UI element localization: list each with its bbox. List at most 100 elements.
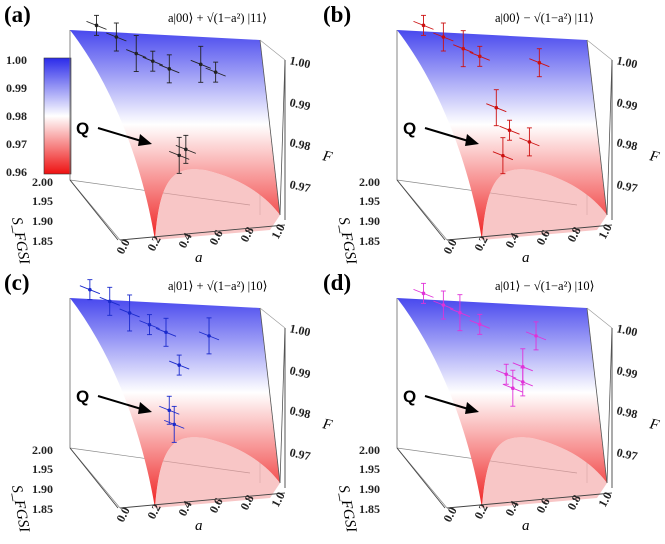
a-axis-label: a [195,250,203,266]
data-point-4 [139,314,160,336]
data-point-5 [159,54,180,84]
a-tick-0: 0.0 [113,237,132,257]
f-tick-3: 0.97 [615,177,638,195]
f-tick-3: 0.97 [615,445,638,463]
a-tick-1: 0.2 [471,234,490,254]
data-point-6 [198,317,220,355]
panel-label: (b) [323,2,351,27]
data-marker [88,287,92,292]
f-tick-1: 0.99 [615,363,638,381]
colorbar-gradient [43,57,72,175]
panel-label: (d) [323,270,351,295]
a-tick-1: 0.2 [144,502,163,522]
colorbar-tick-2: 0.99 [6,81,27,95]
f-tick-2: 0.98 [288,403,311,421]
data-marker [537,60,542,65]
data-marker [534,334,538,338]
panel-4: (d) a|01⟩ − √(1−a²) |10⟩ Q 0.0 0.2 0.4 0.6 0.8 1… [323,270,661,534]
s-tick-2: 1.95 [32,462,53,476]
data-marker [177,153,181,158]
a-tick-0: 0.0 [440,237,459,257]
data-marker [207,334,211,338]
f-axis-label: F [647,148,661,166]
a-tick-3: 0.6 [206,228,225,248]
f-axis-label: F [320,148,334,166]
a-tick-5: 1.0 [595,222,614,242]
q-label: Q [403,387,416,406]
s-axis-label: S_FGSI [8,484,32,535]
data-marker [441,35,446,39]
a-tick-5: 1.0 [268,490,287,510]
data-point-7 [499,119,520,141]
data-point-4 [469,45,490,67]
a-axis-label: a [522,250,530,266]
data-marker [520,380,525,384]
s-tick-0: 1.85 [359,502,380,516]
a-tick-4: 0.8 [564,225,583,245]
data-marker [147,322,152,327]
data-point-1 [413,282,434,304]
a-tick-4: 0.8 [564,493,583,513]
data-point-7 [169,354,190,376]
data-marker [107,299,112,304]
s-axis-label: S_FGSI [335,216,359,267]
data-point-2 [99,286,120,316]
surface [396,29,613,241]
data-marker [213,70,218,74]
panel-label: (a) [4,2,31,27]
data-point-5 [529,48,550,78]
data-marker [511,386,515,391]
s-tick-2: 1.95 [32,194,53,208]
s-tick-1: 1.90 [359,482,380,496]
f-tick-0: 1.00 [288,321,311,339]
data-marker [477,54,482,59]
colorbar-tick-3: 0.98 [6,109,27,123]
panels: (a) a|00⟩ + √(1−a²) |11⟩ Q 0.0 0.2 0.4 0.6 0.8 1… [4,2,661,534]
colorbar-tick-4: 0.97 [6,137,27,151]
data-marker [441,303,446,307]
s-tick-0: 1.85 [359,234,380,248]
s-tick-1: 1.90 [32,482,53,496]
data-point-5 [155,317,177,347]
data-marker [421,23,426,28]
data-marker [501,153,505,158]
s-tick-1: 1.90 [359,214,380,228]
data-marker [421,291,426,296]
a-tick-5: 1.0 [268,222,287,242]
f-tick-2: 0.98 [615,135,638,153]
state-equation: a|01⟩ − √(1−a²) |10⟩ [495,279,595,293]
data-point-3 [453,30,474,68]
s-tick-0: 1.85 [32,234,53,248]
state-equation: a|01⟩ + √(1−a²) |10⟩ [168,279,268,293]
data-point-8 [512,367,533,397]
colorbar-tick-1: 1.00 [6,53,27,67]
data-point-5 [525,321,547,351]
s-axis-label: S_FGSI [335,484,359,535]
data-point-2 [433,22,454,52]
data-point-9 [502,369,524,407]
data-marker [94,23,99,28]
data-point-6 [190,45,211,83]
s-tick-2: 1.95 [359,194,380,208]
f-tick-3: 0.97 [288,177,311,195]
q-label: Q [403,119,416,138]
data-point-3 [449,294,471,332]
panel-3: (c) a|01⟩ + √(1−a²) |10⟩ Q 0.0 0.2 0.4 0.6 0.8 1… [4,270,334,534]
data-point-8 [159,395,180,425]
surface [69,297,286,509]
a-tick-0: 0.0 [113,505,132,525]
colorbar: 1.00 0.99 0.98 0.97 0.96 [6,53,72,179]
data-marker [527,140,532,144]
data-marker [114,35,119,39]
a-tick-3: 0.6 [533,228,552,248]
a-tick-2: 0.4 [502,499,521,519]
data-point-2 [433,290,454,320]
data-point-1 [413,14,434,36]
q-label: Q [76,119,89,138]
colorbar-tick-5: 0.96 [6,165,27,179]
data-marker [461,46,466,51]
q-label: Q [76,387,89,406]
data-marker [164,330,168,335]
s-tick-3: 2.00 [359,443,380,457]
a-tick-1: 0.2 [471,502,490,522]
